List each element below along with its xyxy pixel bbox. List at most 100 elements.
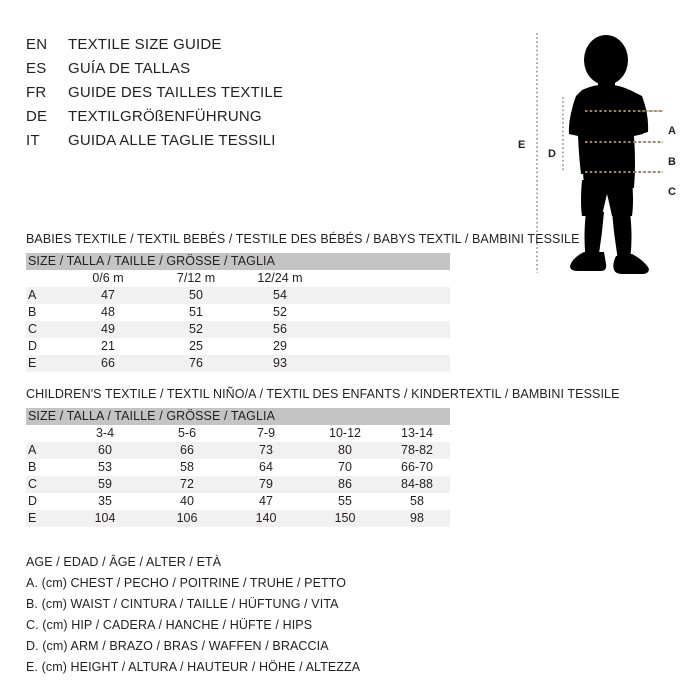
row-label: A — [26, 442, 62, 459]
child-silhouette-svg — [536, 33, 663, 274]
legend-item-age: AGE / EDAD / ÂGE / ALTER / ETÀ — [26, 555, 222, 569]
table-cell: 58 — [148, 459, 226, 476]
table-cell: 73 — [226, 442, 306, 459]
column-header: 0/6 m — [62, 270, 154, 287]
table-cell-empty — [322, 355, 450, 372]
row-label: C — [26, 321, 62, 338]
table-cell: 78-82 — [384, 442, 450, 459]
table-cell: 76 — [154, 355, 238, 372]
measure-label-b: B — [668, 156, 676, 168]
babies-size-table: 0/6 m 7/12 m 12/24 m A 47 50 54 B 48 51 … — [26, 270, 450, 372]
table-cell: 70 — [306, 459, 384, 476]
row-label: D — [26, 338, 62, 355]
table-cell: 86 — [306, 476, 384, 493]
row-label-empty — [26, 270, 62, 287]
babies-table-title: BABIES TEXTILE / TEXTIL BEBÉS / TESTILE … — [26, 232, 580, 246]
table-cell: 59 — [62, 476, 148, 493]
table-cell: 150 — [306, 510, 384, 527]
column-header: 5-6 — [148, 425, 226, 442]
table-cell: 72 — [148, 476, 226, 493]
column-header: 7-9 — [226, 425, 306, 442]
column-header-empty — [322, 270, 450, 287]
row-label: B — [26, 459, 62, 476]
legend-item-arm: D. (cm) ARM / BRAZO / BRAS / WAFFEN / BR… — [26, 639, 329, 653]
column-header: 10-12 — [306, 425, 384, 442]
table-row-headers: 3-4 5-6 7-9 10-12 13-14 — [26, 425, 450, 442]
table-cell: 50 — [154, 287, 238, 304]
table-row: C 59 72 79 86 84-88 — [26, 476, 450, 493]
table-cell-empty — [322, 338, 450, 355]
table-cell: 25 — [154, 338, 238, 355]
column-header: 13-14 — [384, 425, 450, 442]
table-cell: 47 — [226, 493, 306, 510]
table-cell: 52 — [154, 321, 238, 338]
babies-table-block: BABIES TEXTILE / TEXTIL BEBÉS / TESTILE … — [26, 232, 580, 372]
language-code: ES — [26, 60, 47, 77]
table-cell: 66-70 — [384, 459, 450, 476]
language-code: DE — [26, 108, 48, 125]
children-table-block: CHILDREN'S TEXTILE / TEXTIL NIÑO/A / TEX… — [26, 387, 620, 527]
row-label: E — [26, 355, 62, 372]
table-cell-empty — [322, 304, 450, 321]
row-label: C — [26, 476, 62, 493]
table-cell: 58 — [384, 493, 450, 510]
language-title: GUÍA DE TALLAS — [68, 60, 191, 77]
language-row: ES GUÍA DE TALLAS — [26, 60, 496, 84]
table-row: A 60 66 73 80 78-82 — [26, 442, 450, 459]
measure-label-e: E — [518, 139, 526, 151]
table-cell-empty — [322, 287, 450, 304]
measure-label-c: C — [668, 186, 676, 198]
table-cell-empty — [322, 321, 450, 338]
language-row: DE TEXTILGRÖßENFÜHRUNG — [26, 108, 496, 132]
legend-item-hip: C. (cm) HIP / CADERA / HANCHE / HÜFTE / … — [26, 618, 313, 632]
row-label-empty — [26, 425, 62, 442]
table-cell: 48 — [62, 304, 154, 321]
table-row: A 47 50 54 — [26, 287, 450, 304]
table-cell: 104 — [62, 510, 148, 527]
table-cell: 55 — [306, 493, 384, 510]
language-header-block: EN TEXTILE SIZE GUIDE ES GUÍA DE TALLAS … — [26, 36, 496, 156]
row-label: A — [26, 287, 62, 304]
table-cell: 79 — [226, 476, 306, 493]
babies-size-bar: SIZE / TALLA / TAILLE / GRÖSSE / TAGLIA — [26, 253, 450, 270]
column-header: 7/12 m — [154, 270, 238, 287]
legend-item-height: E. (cm) HEIGHT / ALTURA / HAUTEUR / HÖHE… — [26, 660, 361, 674]
language-row: EN TEXTILE SIZE GUIDE — [26, 36, 496, 60]
row-label: B — [26, 304, 62, 321]
table-cell: 64 — [226, 459, 306, 476]
table-cell: 52 — [238, 304, 322, 321]
children-table-title: CHILDREN'S TEXTILE / TEXTIL NIÑO/A / TEX… — [26, 387, 620, 401]
table-cell: 29 — [238, 338, 322, 355]
table-cell: 53 — [62, 459, 148, 476]
table-cell: 66 — [148, 442, 226, 459]
table-cell: 35 — [62, 493, 148, 510]
measure-label-a: A — [668, 125, 676, 137]
language-code: IT — [26, 132, 40, 149]
language-title: GUIDA ALLE TAGLIE TESSILI — [68, 132, 276, 149]
table-row: D 35 40 47 55 58 — [26, 493, 450, 510]
legend-item-waist: B. (cm) WAIST / CINTURA / TAILLE / HÜFTU… — [26, 597, 339, 611]
table-cell: 54 — [238, 287, 322, 304]
table-cell: 66 — [62, 355, 154, 372]
child-silhouette-body — [568, 35, 649, 274]
language-code: FR — [26, 84, 47, 101]
column-header: 3-4 — [62, 425, 148, 442]
measurement-legend: AGE / EDAD / ÂGE / ALTER / ETÀ A. (cm) C… — [26, 552, 496, 678]
table-cell: 40 — [148, 493, 226, 510]
table-cell: 80 — [306, 442, 384, 459]
table-cell: 60 — [62, 442, 148, 459]
table-cell: 56 — [238, 321, 322, 338]
table-cell: 106 — [148, 510, 226, 527]
row-label: D — [26, 493, 62, 510]
table-cell: 98 — [384, 510, 450, 527]
table-cell: 47 — [62, 287, 154, 304]
children-size-bar: SIZE / TALLA / TAILLE / GRÖSSE / TAGLIA — [26, 408, 450, 425]
size-measurement-diagram: A B C D E — [500, 20, 700, 290]
column-header: 12/24 m — [238, 270, 322, 287]
language-row: IT GUIDA ALLE TAGLIE TESSILI — [26, 132, 496, 156]
language-title: TEXTILGRÖßENFÜHRUNG — [68, 108, 262, 125]
language-title: TEXTILE SIZE GUIDE — [68, 36, 222, 53]
table-row: D 21 25 29 — [26, 338, 450, 355]
table-cell: 84-88 — [384, 476, 450, 493]
children-size-table: 3-4 5-6 7-9 10-12 13-14 A 60 66 73 80 78… — [26, 425, 450, 527]
